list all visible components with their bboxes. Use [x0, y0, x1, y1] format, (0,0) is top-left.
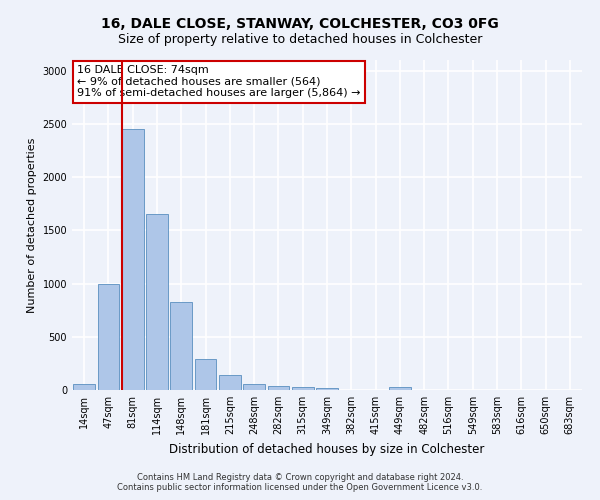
Bar [122, 129, 143, 390]
Bar [146, 214, 168, 390]
X-axis label: Distribution of detached houses by size in Colchester: Distribution of detached houses by size … [169, 442, 485, 456]
Text: 16 DALE CLOSE: 74sqm
← 9% of detached houses are smaller (564)
91% of semi-detac: 16 DALE CLOSE: 74sqm ← 9% of detached ho… [77, 65, 361, 98]
Bar [268, 386, 289, 390]
Bar [170, 302, 192, 390]
Bar [243, 384, 265, 390]
Bar [292, 387, 314, 390]
Bar [219, 374, 241, 390]
Text: Contains HM Land Registry data © Crown copyright and database right 2024.
Contai: Contains HM Land Registry data © Crown c… [118, 473, 482, 492]
Text: 16, DALE CLOSE, STANWAY, COLCHESTER, CO3 0FG: 16, DALE CLOSE, STANWAY, COLCHESTER, CO3… [101, 18, 499, 32]
Bar [97, 284, 119, 390]
Bar [194, 359, 217, 390]
Bar [316, 388, 338, 390]
Text: Size of property relative to detached houses in Colchester: Size of property relative to detached ho… [118, 32, 482, 46]
Bar [73, 384, 95, 390]
Bar [389, 387, 411, 390]
Y-axis label: Number of detached properties: Number of detached properties [27, 138, 37, 312]
